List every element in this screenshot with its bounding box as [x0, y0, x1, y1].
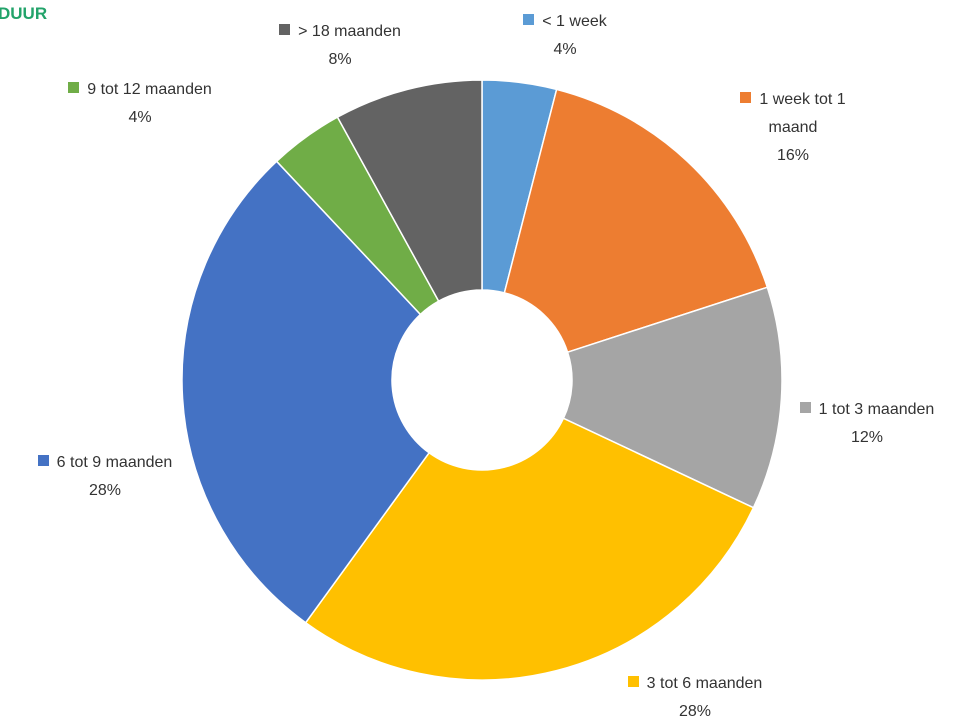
value-label: 4% — [553, 41, 577, 58]
legend-swatch — [627, 676, 639, 687]
legend-entry: < 1 week — [490, 8, 640, 36]
legend-entry: 1 week tot 1 maand — [718, 86, 868, 142]
donut-slice — [304, 417, 755, 681]
slice-label: 1 tot 3 maanden 12% — [770, 396, 964, 452]
legend-entry: 6 tot 9 maanden — [0, 449, 210, 477]
category-label: 1 week tot 1 maand — [759, 91, 846, 136]
legend-swatch — [523, 14, 535, 25]
donut-slice — [562, 286, 783, 509]
slice-label: 3 tot 6 maanden 28% — [580, 670, 810, 726]
donut-slice — [503, 88, 769, 354]
legend-swatch — [37, 455, 49, 466]
category-label: 6 tot 9 maanden — [56, 454, 173, 471]
slice-label: < 1 week 4% — [490, 8, 640, 64]
slice-label: > 18 maanden 8% — [240, 18, 440, 74]
value-label: 4% — [128, 109, 152, 126]
donut-slice — [336, 79, 483, 303]
legend-entry: > 18 maanden — [240, 18, 440, 46]
legend-swatch — [68, 82, 80, 93]
value-label: 12% — [850, 429, 884, 446]
legend-entry: 9 tot 12 maanden — [30, 76, 250, 104]
category-label: 3 tot 6 maanden — [646, 675, 763, 692]
category-label: > 18 maanden — [298, 23, 401, 40]
legend-swatch — [740, 92, 752, 103]
category-label: 9 tot 12 maanden — [87, 81, 212, 98]
chart-title: DUUR — [0, 4, 48, 23]
legend-swatch — [279, 24, 291, 35]
slice-label: 6 tot 9 maanden 28% — [0, 449, 210, 505]
legend-swatch — [799, 402, 811, 413]
slice-label: 9 tot 12 maanden 4% — [30, 76, 250, 132]
donut-slice — [181, 160, 431, 624]
legend-entry: 3 tot 6 maanden — [580, 670, 810, 698]
value-label: 8% — [328, 51, 352, 68]
legend-entry: 1 tot 3 maanden — [770, 396, 964, 424]
value-label: 28% — [88, 482, 122, 499]
value-label: 28% — [678, 703, 712, 720]
value-label: 16% — [776, 147, 810, 164]
category-label: 1 tot 3 maanden — [818, 401, 935, 418]
category-label: < 1 week — [542, 13, 607, 30]
slice-label: 1 week tot 1 maand 16% — [718, 86, 868, 170]
